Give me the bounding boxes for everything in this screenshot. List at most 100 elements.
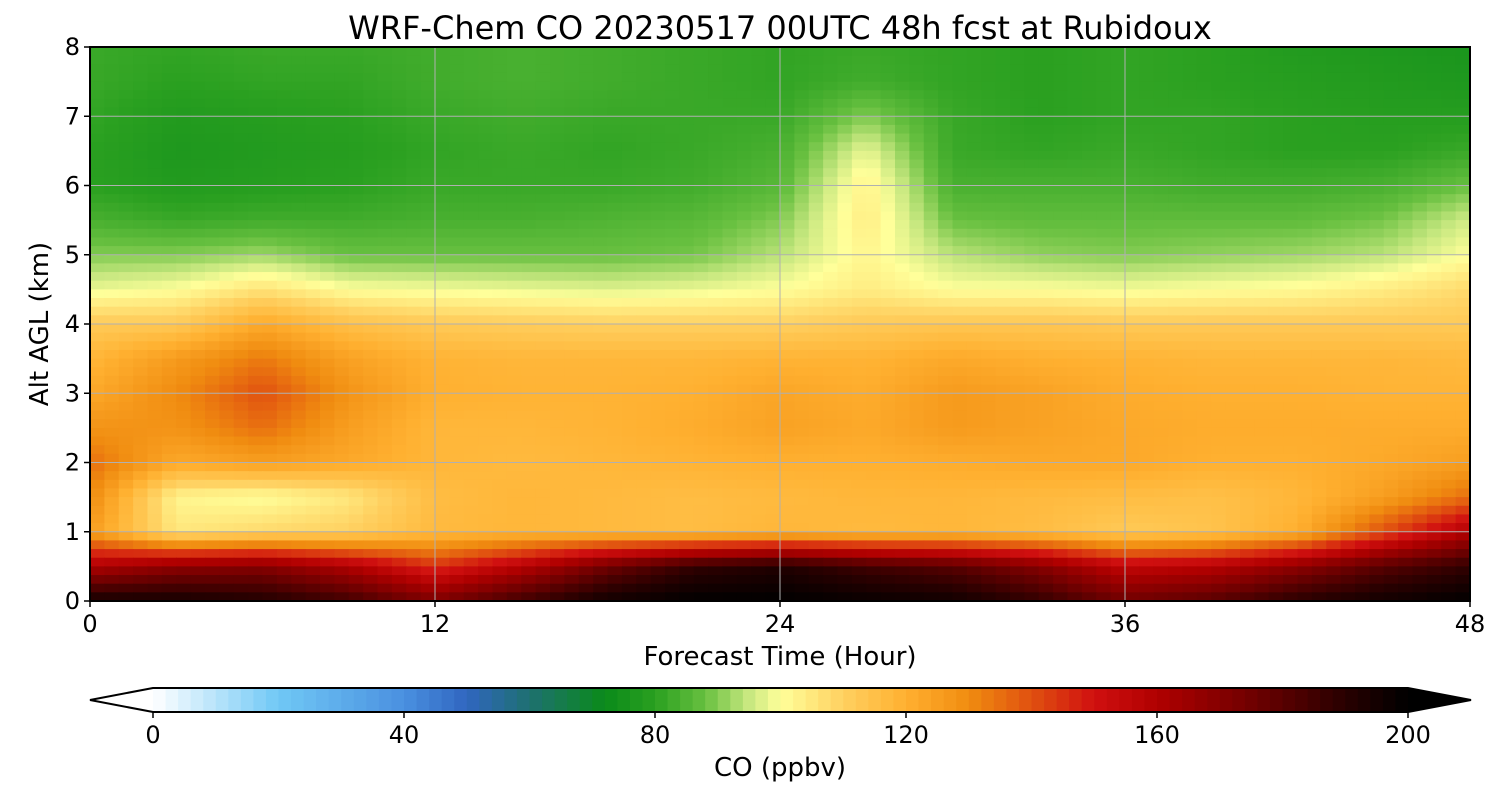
heatmap-cell (665, 315, 680, 325)
heatmap-cell (593, 341, 609, 351)
heatmap-cell (1196, 107, 1212, 117)
heatmap-cell (923, 246, 939, 256)
heatmap-cell (147, 349, 163, 360)
heatmap-cell (1182, 55, 1198, 65)
heatmap-cell (693, 81, 709, 91)
heatmap-cell (521, 228, 537, 239)
heatmap-cell (564, 185, 580, 195)
heatmap-cell (291, 124, 307, 135)
heatmap-cell (1024, 176, 1040, 187)
heatmap-cell (406, 246, 422, 256)
heatmap-cell (348, 315, 364, 325)
heatmap-cell (449, 436, 465, 446)
heatmap-cell (866, 393, 882, 403)
heatmap-cell (966, 401, 982, 412)
heatmap-cell (1225, 375, 1241, 386)
heatmap-cell (104, 419, 120, 429)
heatmap-cell (1139, 142, 1155, 152)
heatmap-cell (377, 471, 393, 481)
heatmap-cell (1254, 176, 1270, 187)
heatmap-cell (1441, 124, 1457, 135)
heatmap-cell (492, 280, 508, 290)
heatmap-cell (276, 488, 292, 498)
heatmap-cell (1455, 289, 1471, 299)
heatmap-cell (880, 263, 896, 273)
heatmap-cell (1211, 427, 1227, 438)
heatmap-cell (909, 332, 925, 342)
heatmap-cell (851, 55, 867, 65)
heatmap-cell (463, 272, 479, 282)
heatmap-cell (866, 280, 882, 290)
heatmap-cell (463, 254, 479, 265)
heatmap-cell (320, 471, 335, 481)
heatmap-cell (751, 55, 767, 65)
heatmap-cell (909, 124, 925, 135)
heatmap-cell (1168, 298, 1184, 308)
heatmap-cell (147, 358, 163, 368)
heatmap-cell (305, 427, 321, 438)
heatmap-cell (650, 367, 666, 377)
heatmap-cell (190, 55, 206, 65)
heatmap-cell (1168, 116, 1184, 126)
heatmap-cell (1211, 194, 1227, 204)
heatmap-cell (736, 220, 752, 230)
heatmap-cell (751, 194, 767, 204)
heatmap-cell (521, 150, 537, 161)
heatmap-cell (952, 401, 968, 412)
heatmap-cell (995, 367, 1011, 377)
heatmap-cell (607, 246, 623, 256)
heatmap-cell (1211, 98, 1227, 109)
heatmap-cell (1426, 419, 1442, 429)
heatmap-cell (593, 72, 609, 83)
heatmap-cell (535, 176, 551, 187)
heatmap-cell (233, 220, 249, 230)
heatmap-cell (219, 419, 235, 429)
heatmap-cell (1240, 98, 1255, 109)
heatmap-cell (1182, 159, 1198, 169)
heatmap-cell (780, 64, 795, 74)
heatmap-cell (708, 436, 724, 446)
heatmap-cell (564, 375, 580, 386)
heatmap-cell (564, 116, 580, 126)
heatmap-cell (305, 202, 321, 213)
heatmap-cell (679, 150, 695, 161)
heatmap-cell (722, 367, 738, 377)
heatmap-cell (133, 289, 149, 299)
heatmap-cell (1081, 47, 1097, 57)
heatmap-cell (665, 194, 680, 204)
heatmap-cell (909, 107, 925, 117)
heatmap-cell (1268, 237, 1284, 247)
heatmap-cell (1024, 220, 1040, 230)
heatmap-cell (377, 427, 393, 438)
heatmap-cell (880, 47, 896, 57)
heatmap-cell (377, 72, 393, 83)
heatmap-cell (1168, 237, 1184, 247)
heatmap-cell (147, 384, 163, 394)
heatmap-cell (233, 280, 249, 290)
heatmap-cell (966, 289, 982, 299)
heatmap-cell (765, 254, 781, 265)
heatmap-cell (736, 410, 752, 420)
heatmap-cell (966, 211, 982, 221)
heatmap-cell (1168, 384, 1184, 394)
heatmap-cell (808, 90, 824, 100)
heatmap-cell (133, 90, 149, 100)
heatmap-cell (1010, 107, 1025, 117)
heatmap-cell (1240, 142, 1255, 152)
heatmap-cell (823, 64, 839, 74)
heatmap-cell (1412, 427, 1428, 438)
heatmap-cell (147, 341, 163, 351)
heatmap-cell (118, 436, 134, 446)
heatmap-cell (1153, 98, 1169, 109)
heatmap-cell (1254, 142, 1270, 152)
heatmap-cell (420, 72, 436, 83)
heatmap-cell (952, 47, 968, 57)
heatmap-cell (722, 211, 738, 221)
heatmap-cell (1125, 168, 1140, 178)
heatmap-cell (1081, 202, 1097, 213)
heatmap-cell (751, 332, 767, 342)
heatmap-cell (492, 202, 508, 213)
heatmap-cell (1053, 64, 1069, 74)
heatmap-cell (1441, 150, 1457, 161)
heatmap-cell (1412, 341, 1428, 351)
